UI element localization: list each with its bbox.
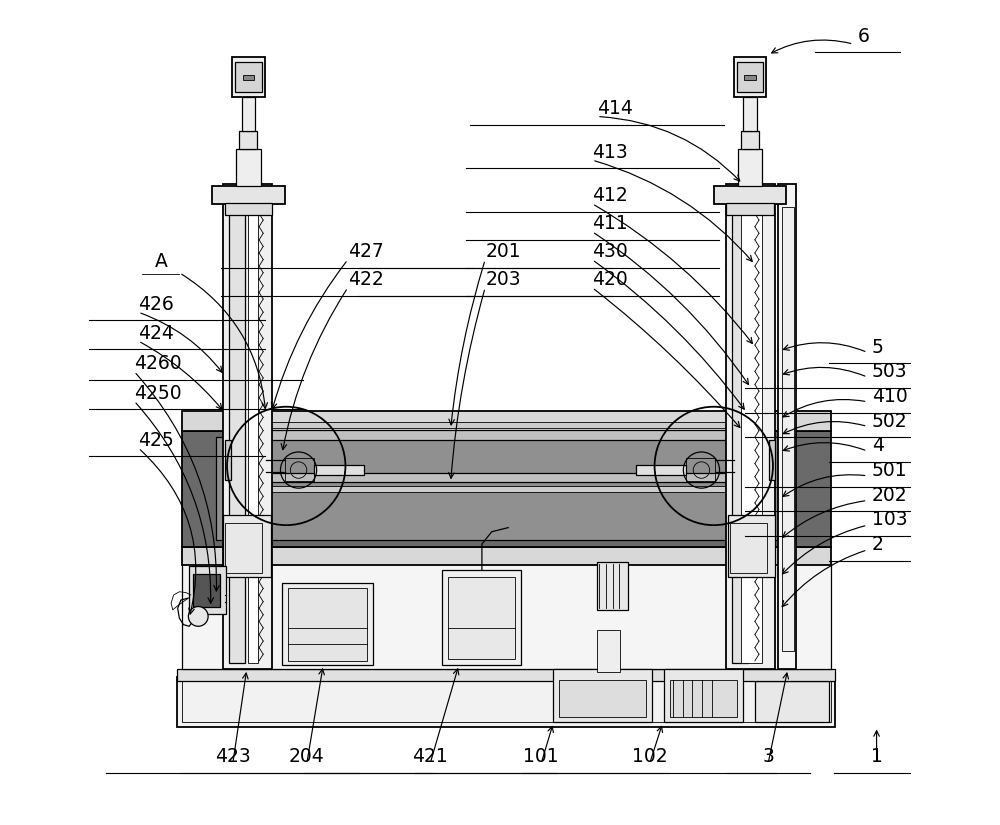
Text: 204: 204 — [289, 747, 325, 766]
Bar — [225, 524, 262, 573]
Bar — [189, 566, 226, 614]
Bar — [236, 149, 261, 186]
Text: 103: 103 — [872, 510, 907, 530]
Bar — [225, 203, 272, 215]
Bar — [242, 97, 255, 131]
Bar — [235, 62, 262, 92]
Bar — [266, 473, 738, 483]
Bar — [738, 149, 762, 186]
Bar — [670, 680, 737, 717]
Text: 430: 430 — [592, 243, 628, 262]
Text: 410: 410 — [872, 387, 907, 406]
Text: 422: 422 — [348, 270, 384, 290]
Bar — [559, 680, 646, 717]
Text: 421: 421 — [412, 747, 448, 766]
Text: 6: 6 — [858, 26, 870, 46]
Bar — [734, 57, 766, 97]
Text: 102: 102 — [632, 747, 667, 766]
Text: 4: 4 — [872, 436, 884, 455]
Bar — [743, 97, 757, 131]
Bar — [177, 669, 835, 681]
Bar — [664, 669, 743, 723]
Bar — [636, 465, 686, 475]
Circle shape — [188, 606, 208, 626]
Bar — [212, 186, 285, 205]
Text: 411: 411 — [592, 214, 628, 233]
Bar — [769, 441, 775, 480]
Text: 423: 423 — [215, 747, 251, 766]
Bar — [266, 486, 738, 493]
Bar — [597, 562, 628, 610]
Bar — [737, 62, 763, 92]
Bar — [448, 577, 515, 659]
Bar — [282, 582, 373, 665]
Bar — [177, 677, 835, 727]
Bar — [741, 131, 759, 149]
Bar — [728, 516, 775, 577]
Bar — [266, 430, 738, 440]
Text: 420: 420 — [592, 270, 628, 290]
Text: 201: 201 — [485, 243, 521, 262]
Bar — [216, 437, 792, 540]
Bar — [714, 186, 786, 205]
Bar — [755, 681, 829, 723]
Bar — [232, 57, 265, 97]
Bar — [726, 203, 774, 215]
Bar — [730, 524, 767, 573]
Bar — [285, 458, 314, 481]
Bar — [288, 588, 367, 661]
Bar — [193, 574, 220, 607]
Bar — [229, 195, 245, 663]
Bar — [442, 570, 521, 665]
Bar — [225, 441, 231, 480]
Text: 5: 5 — [872, 337, 884, 356]
Text: 1: 1 — [871, 747, 883, 766]
Text: 503: 503 — [872, 362, 907, 381]
Bar — [314, 465, 364, 475]
Text: 3: 3 — [762, 747, 774, 766]
Bar — [686, 458, 715, 481]
Bar — [243, 74, 254, 80]
Bar — [223, 184, 272, 669]
Bar — [553, 669, 652, 723]
Text: 4260: 4260 — [134, 354, 182, 373]
Text: 412: 412 — [592, 186, 628, 205]
Bar — [182, 411, 831, 431]
Bar — [732, 195, 748, 663]
Text: 426: 426 — [138, 295, 174, 314]
Text: 2: 2 — [872, 535, 884, 554]
Bar — [239, 131, 257, 149]
Text: 427: 427 — [348, 243, 384, 262]
Bar — [744, 74, 756, 80]
Bar — [597, 630, 620, 672]
Bar — [741, 195, 762, 663]
Bar — [266, 422, 738, 428]
Text: 425: 425 — [138, 431, 174, 450]
Text: 414: 414 — [597, 99, 633, 118]
Bar — [182, 562, 831, 669]
Text: 501: 501 — [872, 461, 907, 480]
Bar — [182, 431, 831, 546]
Bar — [223, 516, 271, 577]
Text: 502: 502 — [872, 412, 907, 431]
Text: 101: 101 — [523, 747, 559, 766]
Bar — [726, 184, 775, 669]
Text: 202: 202 — [872, 486, 907, 505]
Bar — [782, 207, 794, 651]
Text: 203: 203 — [485, 270, 521, 290]
Bar — [182, 681, 831, 723]
Bar — [248, 195, 258, 663]
Bar — [182, 546, 831, 564]
Text: A: A — [155, 252, 168, 271]
Text: 424: 424 — [138, 323, 174, 342]
Text: 4250: 4250 — [134, 384, 182, 403]
Text: 413: 413 — [592, 143, 628, 162]
Bar — [778, 184, 796, 669]
